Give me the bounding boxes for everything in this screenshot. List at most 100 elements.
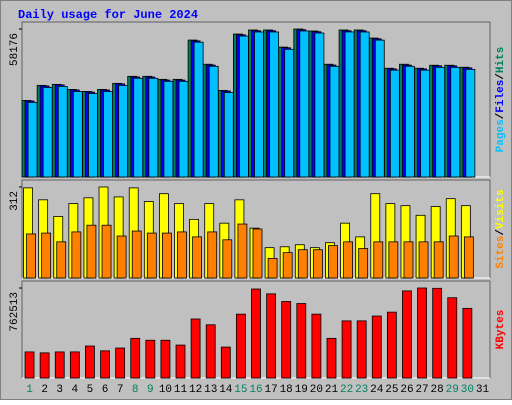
x-tick-label: 20 [310,384,323,396]
bar [389,69,400,178]
bar [281,301,292,379]
x-tick-label: 10 [159,384,172,396]
bar [220,346,231,379]
bar [133,77,144,178]
legend-separator: / [495,73,507,80]
x-tick-label: 5 [87,384,94,396]
bar [462,307,473,379]
bar [373,241,384,279]
x-tick-label: 27 [415,384,428,396]
bar [326,337,337,379]
x-tick-label: 24 [370,384,384,396]
bar [329,65,340,178]
bar [100,350,110,379]
bar [237,223,248,279]
legend-entry: KBytes [495,310,507,350]
x-tick-label: 4 [72,384,79,396]
bar [207,231,218,279]
bar [267,258,278,279]
bar [118,85,129,178]
bar [269,31,279,178]
y-tick-label: 58176 [9,33,21,66]
bar [57,86,68,178]
x-tick-label: 8 [132,384,139,396]
bar [296,303,307,379]
x-tick-label: 25 [385,384,398,396]
bar [299,30,310,178]
x-tick-label: 1 [26,384,33,396]
x-tick-label: 7 [117,384,124,396]
bar [388,241,399,279]
bar [465,68,476,178]
y-tick-label: 762513 [9,292,21,332]
bar [131,230,142,279]
bar [146,232,157,279]
legend-entry: Hits [495,47,507,73]
bar [192,236,203,279]
x-tick-label: 19 [295,384,308,396]
x-tick-label: 21 [325,384,339,396]
bar [56,241,67,279]
bar [328,245,338,279]
bar [178,80,189,178]
x-tick-label: 23 [355,384,368,396]
x-tick-label: 14 [219,384,233,396]
legend-entry: Pages [495,119,507,152]
bar [145,339,156,379]
bar [39,352,50,379]
bar [341,320,352,379]
x-tick-label: 13 [204,384,217,396]
bar [254,31,264,178]
bar [190,318,201,379]
bar [54,351,65,379]
bar [314,32,325,178]
bar [26,233,36,279]
x-tick-label: 31 [476,384,490,396]
bar [27,102,38,178]
bar [42,87,53,178]
bar [297,249,308,279]
bar [71,231,82,279]
bar [251,288,261,379]
bar [86,224,97,279]
bar [223,92,234,178]
bar [115,347,126,379]
bar [402,290,412,379]
bar [420,69,430,178]
bar [447,297,458,379]
bar [450,66,461,178]
legend: Pages/Files/Hits [495,47,507,153]
chart-title: Daily usage for June 2024 [18,8,198,22]
bar [417,287,427,379]
x-tick-label: 16 [249,384,262,396]
bar [205,324,216,379]
bar [163,80,174,178]
bar [252,228,263,279]
bar [24,351,35,379]
bar [432,287,443,379]
x-tick-label: 12 [189,384,202,396]
x-tick-label: 26 [400,384,413,396]
bar [88,93,98,178]
bar [116,235,127,279]
bar [175,344,186,379]
x-tick-label: 3 [56,384,63,396]
bar [358,248,369,279]
legend-entry: Sites [495,236,507,269]
bar [311,313,322,379]
bar [69,351,80,379]
bar [101,224,112,279]
x-tick-label: 28 [431,384,444,396]
legend-separator: / [495,229,507,236]
bar [148,77,159,178]
x-tick-label: 17 [264,384,277,396]
bar [177,231,187,279]
bar [386,311,397,379]
bar [85,345,95,379]
bar [463,236,474,279]
bar [266,293,276,379]
x-tick-label: 9 [147,384,154,396]
x-tick-label: 2 [41,384,48,396]
x-tick-label: 22 [340,384,353,396]
